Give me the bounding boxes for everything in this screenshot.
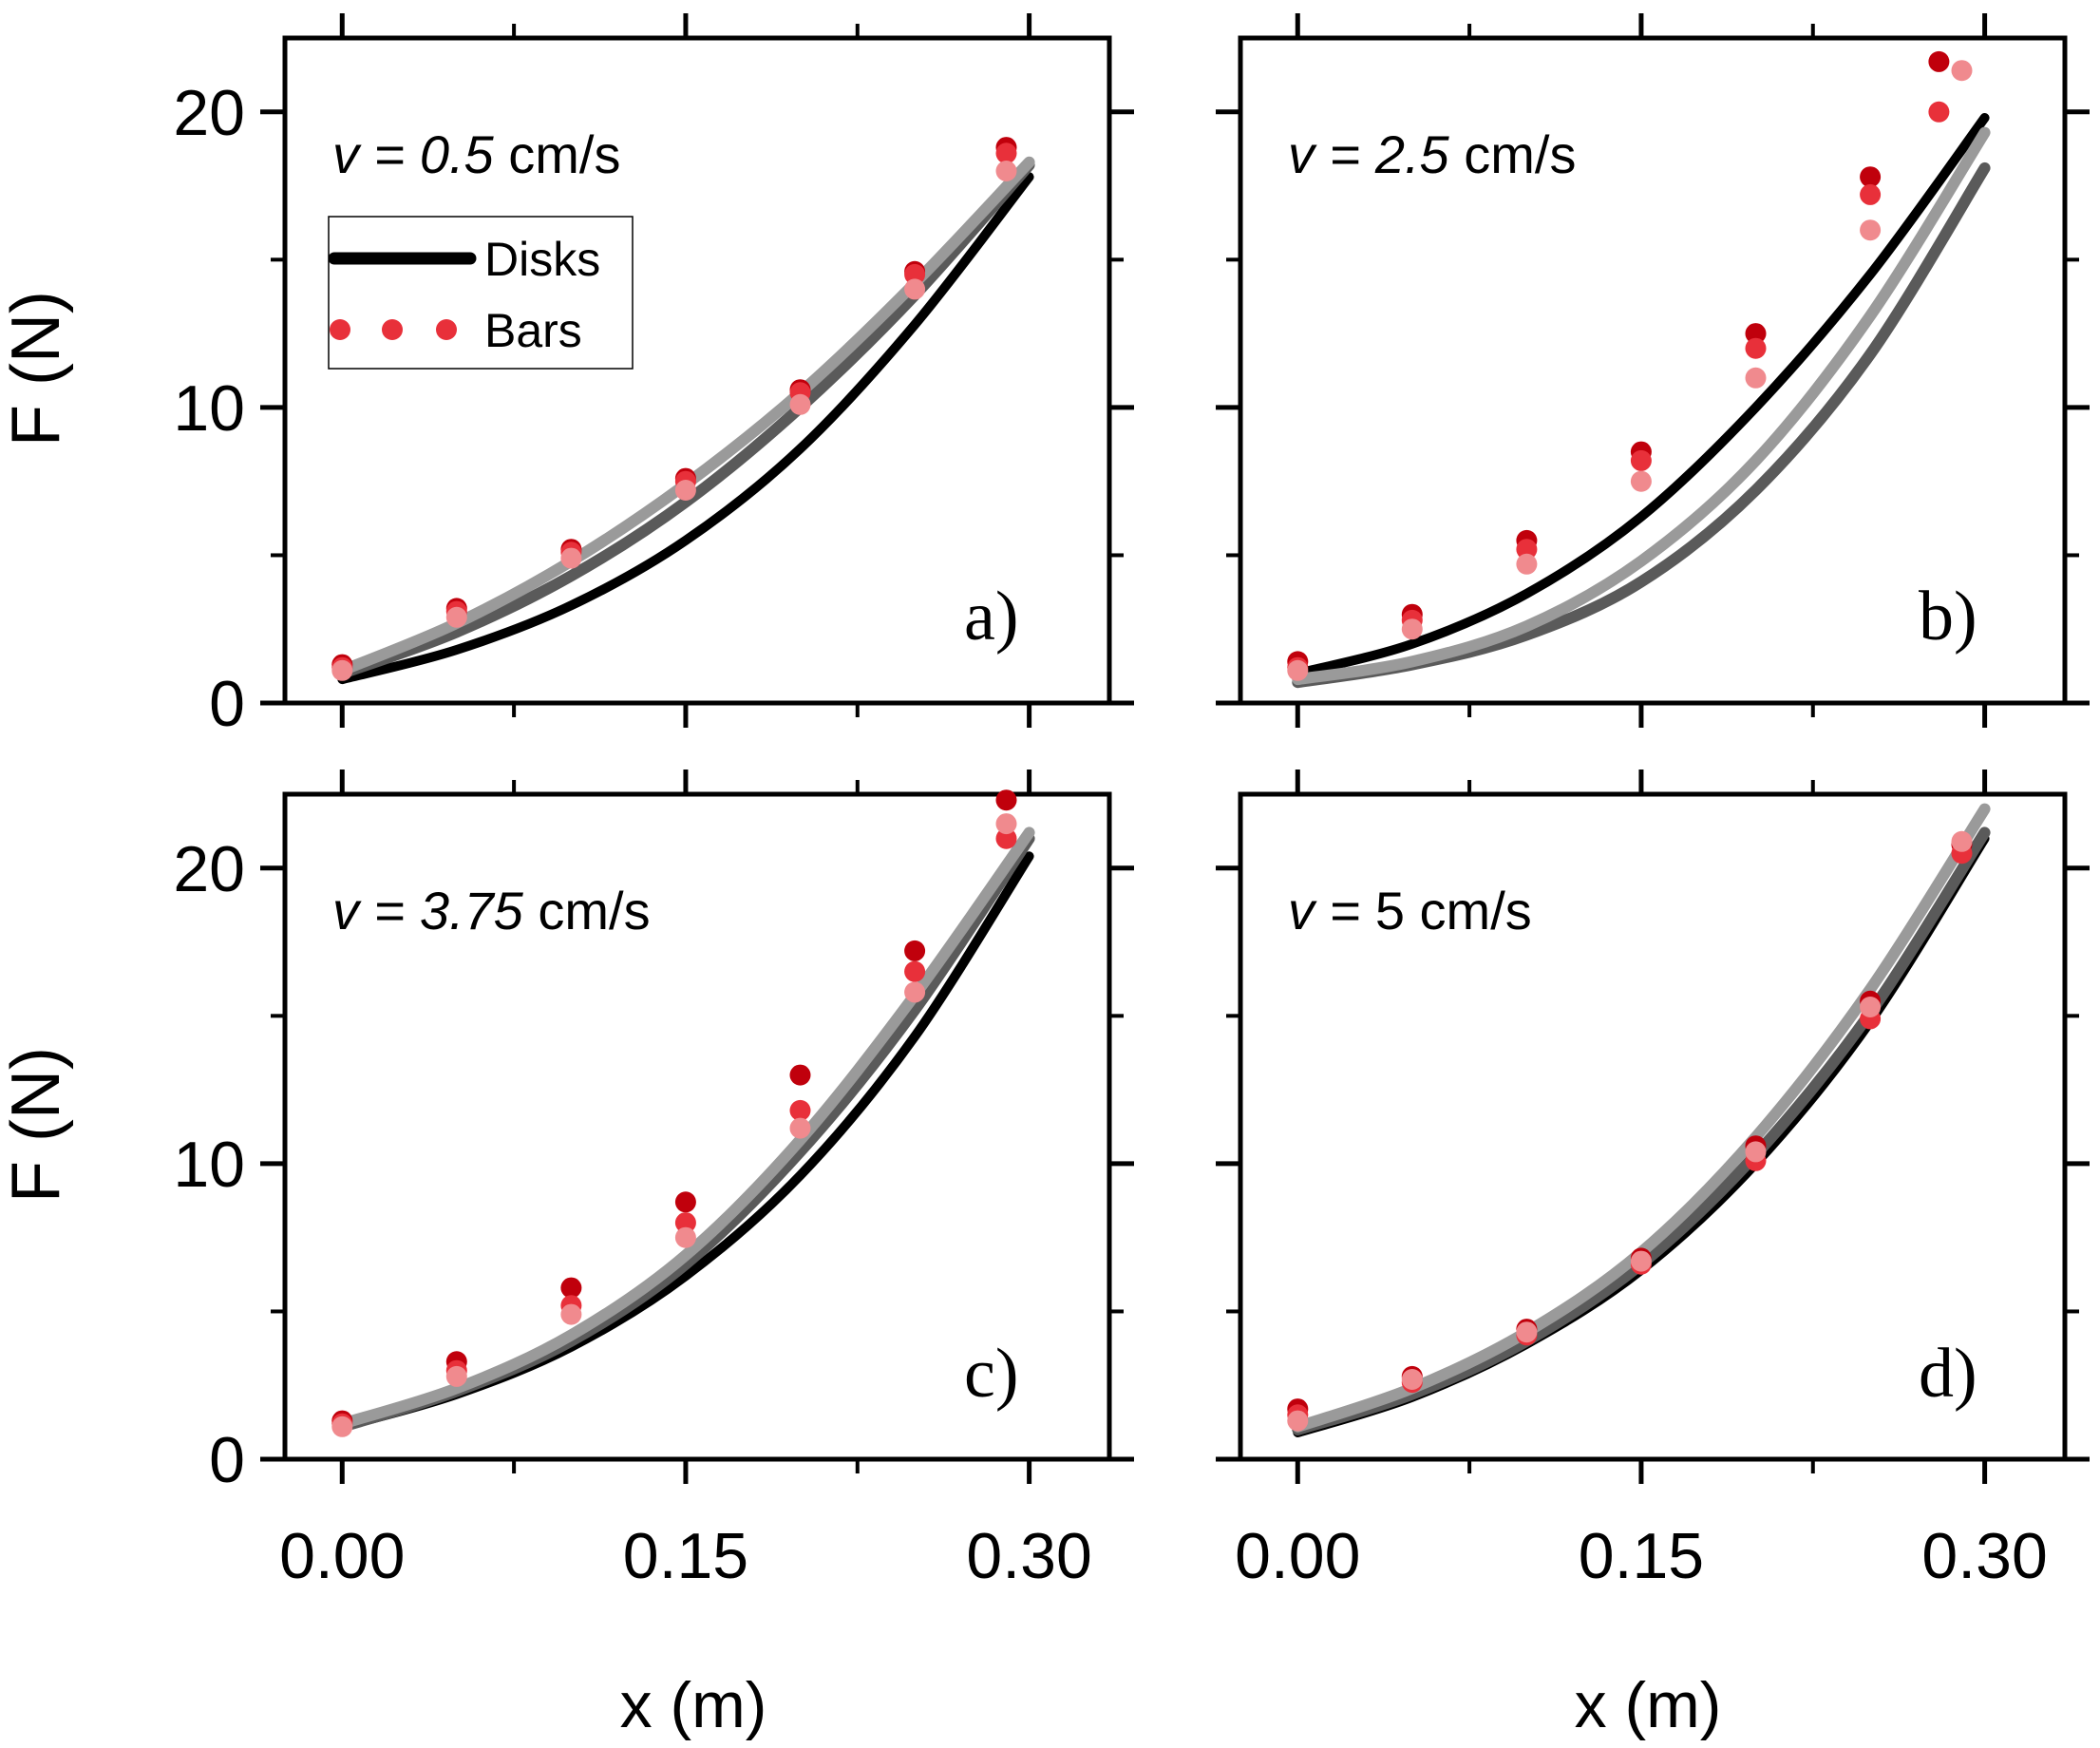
bar-point-b-1-6 [1928, 50, 1950, 72]
bar-point-a-3-0 [331, 659, 353, 681]
bar-point-d-3-4 [1745, 1141, 1767, 1163]
panel-letter-d: d) [1919, 1335, 1977, 1413]
bar-point-c-1-5 [904, 940, 926, 961]
x-tick-label-c-0: 0.00 [279, 1520, 405, 1592]
bar-point-d-3-5 [1860, 997, 1882, 1017]
bar-point-c-2-6 [995, 827, 1017, 849]
disk-line-b-3 [1292, 126, 1991, 686]
legend-bars-swatch-1 [330, 319, 350, 340]
legend-bars-label: Bars [484, 304, 582, 357]
panel-letter-c: c) [964, 1335, 1019, 1413]
legend-bars-swatch-3 [436, 319, 457, 340]
bar-point-b-2-4 [1745, 337, 1767, 359]
legend-disks-label: Disks [484, 233, 600, 286]
bar-point-d-3-0 [1287, 1410, 1309, 1432]
legend: Disks Bars [328, 216, 634, 370]
y-tick-label-c-2: 20 [173, 833, 245, 905]
plot-frame-a [282, 35, 1112, 706]
bar-point-b-2-2 [1516, 539, 1538, 560]
y-tick-label-a-0: 0 [209, 668, 245, 740]
bar-point-b-1-4 [1745, 323, 1767, 345]
bar-point-a-3-3 [674, 480, 696, 501]
bar-point-a-2-5 [904, 263, 926, 285]
bar-point-a-3-5 [904, 278, 926, 300]
bar-point-c-3-0 [331, 1416, 353, 1437]
bar-point-c-2-4 [789, 1099, 811, 1121]
bar-point-d-3-6 [1951, 830, 1973, 852]
bar-point-a-2-6 [995, 142, 1017, 164]
velocity-label-d: v = 5 cm/s [1288, 881, 1532, 940]
bar-point-d-3-2 [1516, 1321, 1538, 1343]
bar-point-c-2-3 [674, 1212, 696, 1234]
bar-point-a-3-4 [789, 393, 811, 415]
x-tick-label-c-2: 0.30 [966, 1520, 1091, 1592]
plot-frame-c [282, 791, 1112, 1462]
x-tick-label-c-1: 0.15 [623, 1520, 748, 1592]
disk-line-a-1 [337, 172, 1034, 685]
bar-point-b-3-6 [1951, 60, 1973, 82]
legend-bars-swatch-2 [382, 319, 403, 340]
x-axis-label-left: x (m) [620, 1669, 767, 1741]
bar-point-c-3-1 [445, 1365, 467, 1387]
bar-point-a-3-1 [445, 606, 467, 628]
panel-letter-a: a) [964, 578, 1019, 656]
y-tick-label-a-2: 20 [173, 77, 245, 149]
x-tick-label-d-1: 0.15 [1579, 1520, 1704, 1592]
bar-point-c-1-6 [995, 789, 1017, 811]
x-axis-label-right: x (m) [1575, 1669, 1722, 1741]
bar-point-d-3-1 [1401, 1369, 1423, 1390]
y-tick-label-c-0: 0 [209, 1424, 245, 1496]
plot-frame-d [1238, 791, 2068, 1462]
panel-letter-b: b) [1919, 578, 1977, 656]
y-axis-label-bottom: F (N) [0, 1047, 74, 1203]
velocity-label-c: v = 3.75 cm/s [332, 881, 651, 940]
bar-point-b-1-5 [1860, 166, 1882, 188]
bar-point-b-2-5 [1860, 183, 1882, 205]
bar-point-b-3-3 [1630, 470, 1652, 492]
bar-point-b-3-5 [1860, 219, 1882, 241]
panel-d: 0.00 0.15 0.30 v = 5 cm/s d) [1216, 770, 2090, 1592]
bar-point-b-3-4 [1745, 367, 1767, 389]
bar-point-c-3-3 [674, 1226, 696, 1248]
x-tick-label-d-0: 0.00 [1235, 1520, 1360, 1592]
bar-point-b-3-2 [1516, 553, 1538, 575]
bar-point-b-2-3 [1630, 449, 1652, 471]
bar-point-b-2-6 [1928, 101, 1950, 123]
disk-line-b-1 [1293, 113, 1990, 678]
bar-point-a-3-2 [560, 547, 582, 569]
plot-frame-b [1238, 35, 2068, 706]
velocity-label-b: v = 2.5 cm/s [1288, 124, 1576, 184]
bar-point-c-3-5 [904, 981, 926, 1003]
y-axis-label-top: F (N) [0, 291, 74, 446]
bar-point-c-3-2 [560, 1303, 582, 1325]
bar-point-a-3-6 [995, 161, 1017, 181]
bar-point-c-1-3 [674, 1191, 696, 1213]
bar-point-c-1-4 [789, 1064, 811, 1086]
y-tick-label-a-1: 10 [173, 372, 245, 445]
bar-point-d-3-3 [1630, 1250, 1652, 1272]
velocity-label-a: v = 0.5 cm/s [332, 124, 620, 184]
legend-box [328, 216, 634, 370]
bar-point-b-3-1 [1401, 618, 1423, 640]
bar-point-c-3-6 [995, 813, 1017, 835]
panel-c: 0.00 0.15 0.30 0 10 20 v = 3.75 cm/s c) [173, 770, 1134, 1592]
panel-a: 0 10 20 v = 0.5 cm/s Disks Bars a) [173, 13, 1134, 740]
bar-point-c-3-4 [789, 1117, 811, 1139]
y-tick-label-c-1: 10 [173, 1129, 245, 1201]
panel-b: v = 2.5 cm/s b) [1216, 13, 2090, 728]
bar-point-c-1-2 [560, 1277, 582, 1299]
bar-point-c-2-5 [904, 960, 926, 982]
bar-point-b-3-0 [1287, 659, 1309, 681]
x-tick-label-d-2: 0.30 [1921, 1520, 2047, 1592]
